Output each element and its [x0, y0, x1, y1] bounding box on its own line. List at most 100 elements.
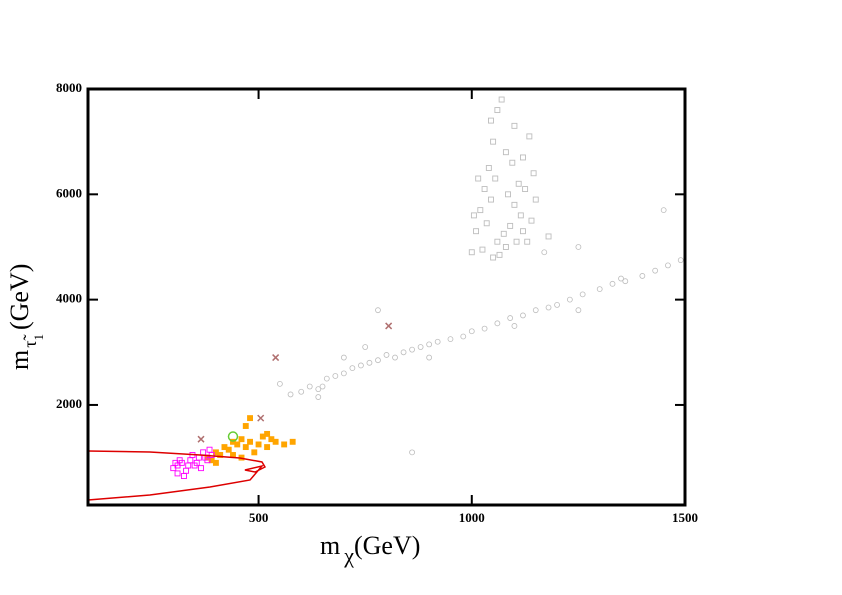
point [511, 122, 518, 129]
point [385, 322, 393, 330]
point [272, 438, 279, 445]
point [524, 238, 531, 245]
point [287, 391, 294, 398]
point [264, 444, 271, 451]
point [520, 312, 526, 319]
point [483, 220, 490, 227]
point [468, 249, 475, 256]
contour-line [87, 450, 267, 501]
point [183, 467, 190, 474]
point [392, 354, 398, 361]
point [470, 212, 477, 219]
point [340, 354, 347, 361]
point [468, 328, 475, 335]
point [323, 375, 330, 382]
point [289, 438, 296, 445]
point [172, 459, 179, 466]
point [485, 165, 492, 171]
point [298, 388, 305, 395]
point [272, 354, 280, 362]
point [434, 338, 441, 345]
point [541, 249, 548, 256]
point [492, 175, 499, 182]
point [511, 323, 518, 329]
point [505, 191, 511, 198]
point [520, 154, 526, 161]
point [496, 251, 503, 258]
x-label-base: m [320, 531, 340, 560]
point [652, 267, 659, 274]
y-tick-label: 2000 [56, 396, 82, 411]
point [319, 383, 326, 390]
point [197, 435, 205, 443]
point [198, 465, 204, 472]
point [315, 386, 322, 393]
point [545, 233, 552, 240]
point [554, 301, 560, 308]
point [426, 341, 433, 348]
x-tick-label: 500 [249, 510, 269, 525]
x-label-sub: χ [343, 543, 354, 568]
point [383, 352, 390, 358]
point [502, 244, 509, 250]
point [532, 307, 539, 314]
y-axis-label: mτ̃1(GeV) [5, 264, 46, 370]
point [375, 357, 381, 364]
point [257, 414, 265, 422]
point [660, 207, 667, 214]
point [545, 304, 552, 311]
point [247, 415, 253, 422]
point [238, 436, 245, 443]
point [522, 186, 529, 193]
point [622, 278, 629, 285]
point [494, 320, 501, 327]
point [488, 196, 494, 203]
point [409, 449, 415, 456]
point [460, 333, 467, 340]
point [174, 470, 181, 477]
x-tick-label: 1000 [459, 510, 485, 525]
point [193, 459, 200, 466]
point [575, 244, 582, 250]
point [195, 454, 202, 461]
point [596, 286, 603, 293]
y-tick-label: 8000 [56, 80, 82, 95]
y-tick-label: 6000 [56, 185, 82, 200]
point [251, 449, 258, 456]
point [526, 133, 533, 140]
point [281, 441, 288, 448]
point [340, 370, 347, 377]
point [507, 222, 514, 229]
point [180, 473, 187, 479]
point [375, 307, 381, 314]
point [528, 217, 535, 224]
point [447, 336, 454, 343]
point [358, 362, 364, 369]
point [609, 280, 616, 287]
point [417, 344, 424, 350]
point [217, 452, 224, 458]
plot-frame [86, 87, 687, 507]
point [234, 441, 241, 448]
point [677, 257, 684, 264]
point [187, 457, 194, 464]
point [618, 275, 624, 282]
y-tick-label: 4000 [56, 291, 82, 306]
point [481, 186, 488, 193]
point [490, 138, 497, 145]
point [242, 444, 249, 451]
y-label-base: m [5, 350, 34, 370]
point [511, 201, 518, 208]
point [507, 315, 514, 321]
y-label-subsub: 1 [31, 334, 46, 341]
point [366, 359, 373, 366]
x-axis-label: m χ(GeV) [320, 531, 420, 568]
point [481, 325, 488, 332]
x-label-unit: (GeV) [354, 531, 420, 560]
point [509, 159, 516, 166]
point [264, 430, 271, 437]
point [515, 180, 522, 187]
point [488, 117, 494, 124]
point [477, 207, 484, 214]
